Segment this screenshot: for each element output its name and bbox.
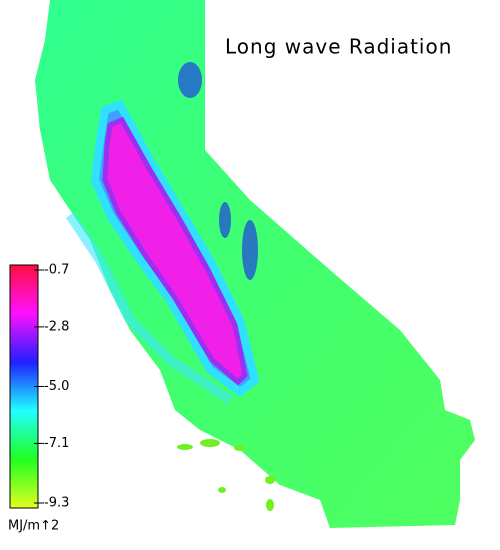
islands: [177, 439, 275, 511]
central-valley: [102, 116, 248, 386]
colorbar-tick-label: -9.3: [44, 496, 69, 511]
coastal-band: [65, 212, 233, 405]
colorbar-tick-label: -5.0: [44, 379, 69, 394]
map-title: Long wave Radiation: [225, 35, 452, 59]
colorbar-tick-label: -7.1: [44, 436, 69, 451]
colorbar-tick-label: -0.7: [44, 263, 69, 278]
colorbar-tick-label: -2.8: [44, 319, 69, 334]
mountain-patches: [178, 62, 258, 280]
colorbar-unit: MJ/m↑2: [8, 519, 59, 534]
california-map: [35, 0, 475, 528]
colorbar: [9, 264, 39, 509]
